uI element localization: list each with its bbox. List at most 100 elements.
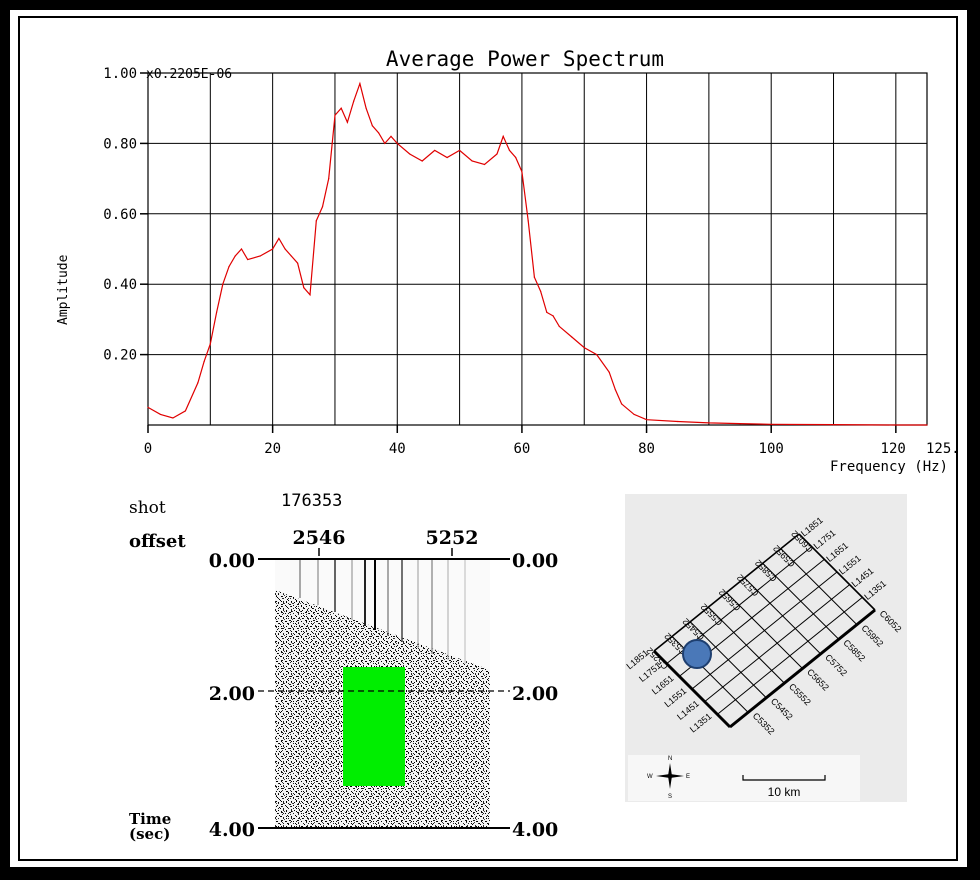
figure-border <box>18 16 958 861</box>
spectrum-point <box>708 422 710 424</box>
spectrum-point <box>614 389 617 391</box>
spectrum-point <box>215 311 218 313</box>
spectrum-point <box>621 403 623 405</box>
scale-bar: 10 km <box>742 775 826 799</box>
time-tick-right-4: 4.00 <box>512 819 558 841</box>
spectrum-point <box>409 153 411 155</box>
spectrum-point <box>508 149 511 152</box>
spectrum-point <box>278 237 280 240</box>
spectrum-point <box>334 114 336 116</box>
spectrum-point <box>832 424 835 426</box>
spectrum-x-end-label: 125. <box>926 441 960 457</box>
spectrum-point <box>290 255 292 257</box>
spectrum-point <box>552 315 554 317</box>
x-tick-label: 0 <box>144 441 152 457</box>
spectrum-point <box>377 132 380 134</box>
y-tick-label: 0.20 <box>103 348 137 364</box>
map-inline-line <box>704 584 850 703</box>
compass-n: N <box>668 756 672 762</box>
spectrum-point <box>328 178 330 180</box>
scale-label: 10 km <box>768 785 801 799</box>
analysis-window <box>343 667 405 786</box>
spectrum-point <box>184 410 186 412</box>
y-tick-label: 0.40 <box>103 277 137 293</box>
spectrum-point <box>390 135 392 137</box>
spectrum-point <box>222 283 224 285</box>
spectrum-point <box>259 255 261 257</box>
spectrum-chart: Average Power Spectrum x0.2205E-06 Ampli… <box>56 47 960 475</box>
map-background <box>625 494 907 802</box>
spectrum-y-ticks: 1.00 0.80 0.60 0.40 0.20 <box>103 66 148 364</box>
time-label: Time <box>129 810 171 828</box>
spectrum-point <box>596 354 598 356</box>
map-survey-grid <box>652 533 876 729</box>
spectrum-point <box>583 346 585 349</box>
spectrum-x-ticks: 0 20 40 60 80 100 120 <box>144 425 906 457</box>
spectrum-point <box>633 413 635 416</box>
map-inline-line <box>717 596 863 715</box>
map-outline-edge <box>652 649 732 729</box>
x-tick-label: 80 <box>638 441 655 457</box>
spectrum-point <box>926 424 928 426</box>
time-tick-left-2: 2.00 <box>209 683 255 705</box>
spectrum-point <box>159 413 162 416</box>
spectrum-point <box>209 343 211 345</box>
offset-value-2: 5252 <box>426 527 479 549</box>
compass-w: W <box>647 774 653 780</box>
spectrum-point <box>571 336 573 338</box>
shot-label: shot <box>129 498 166 518</box>
spectrum-point <box>203 361 205 363</box>
spectrum-point <box>471 160 473 162</box>
spectrum-point <box>371 125 373 127</box>
spectrum-series-line <box>147 81 927 426</box>
y-tick-label: 0.60 <box>103 207 137 223</box>
spectrum-point <box>346 121 349 123</box>
spectrum-point <box>546 311 548 313</box>
time-tick-right-2: 2.00 <box>512 683 558 705</box>
x-tick-label: 100 <box>759 441 784 457</box>
spectrum-grid <box>148 73 927 425</box>
survey-map: C6052C5952C5852C5752C5652C5552C5452C5352… <box>624 494 907 802</box>
spectrum-point <box>284 248 286 250</box>
map-outline-edge <box>729 608 876 729</box>
x-tick-label: 20 <box>264 441 281 457</box>
spectrum-point <box>515 156 517 159</box>
seismic-panel: shot 176353 offset 2546 5252 0.00 <box>129 491 558 843</box>
spectrum-point <box>483 163 486 166</box>
spectrum-point <box>540 290 542 292</box>
spectrum-point <box>608 371 610 373</box>
compass-s: S <box>668 794 672 800</box>
y-tick-label: 0.80 <box>103 136 137 152</box>
spectrum-point <box>521 170 523 173</box>
spectrum-title: Average Power Spectrum <box>386 47 664 71</box>
spectrum-point <box>296 262 299 264</box>
spectrum-point <box>421 160 423 162</box>
seismic-direct-wave-region <box>275 559 490 670</box>
compass-icon: N S E W <box>647 756 690 800</box>
map-inline-line <box>691 571 838 690</box>
spectrum-xlabel: Frequency (Hz) <box>830 459 948 475</box>
spectrum-point <box>558 325 560 328</box>
spectrum-point <box>502 135 504 137</box>
compass-e: E <box>686 774 690 780</box>
spectrum-ylabel: Amplitude <box>56 254 71 325</box>
location-marker <box>682 639 712 669</box>
seismic-traces <box>299 560 466 664</box>
spectrum-point <box>353 100 355 102</box>
spectrum-point <box>359 82 361 85</box>
spectrum-point <box>340 107 342 109</box>
spectrum-point <box>434 149 436 152</box>
map-legend-box <box>628 755 860 801</box>
spectrum-data-points <box>147 82 928 426</box>
spectrum-point <box>384 142 386 144</box>
spectrum-point <box>895 424 897 426</box>
spectrum-point <box>496 153 498 155</box>
y-tick-label: 1.00 <box>103 66 137 82</box>
map-inline-line <box>653 533 800 652</box>
time-tick-left-4: 4.00 <box>209 819 255 841</box>
spectrum-point <box>677 420 679 423</box>
spectrum-point <box>446 156 448 159</box>
spectrum-point <box>197 382 199 384</box>
x-tick-label: 40 <box>389 441 406 457</box>
